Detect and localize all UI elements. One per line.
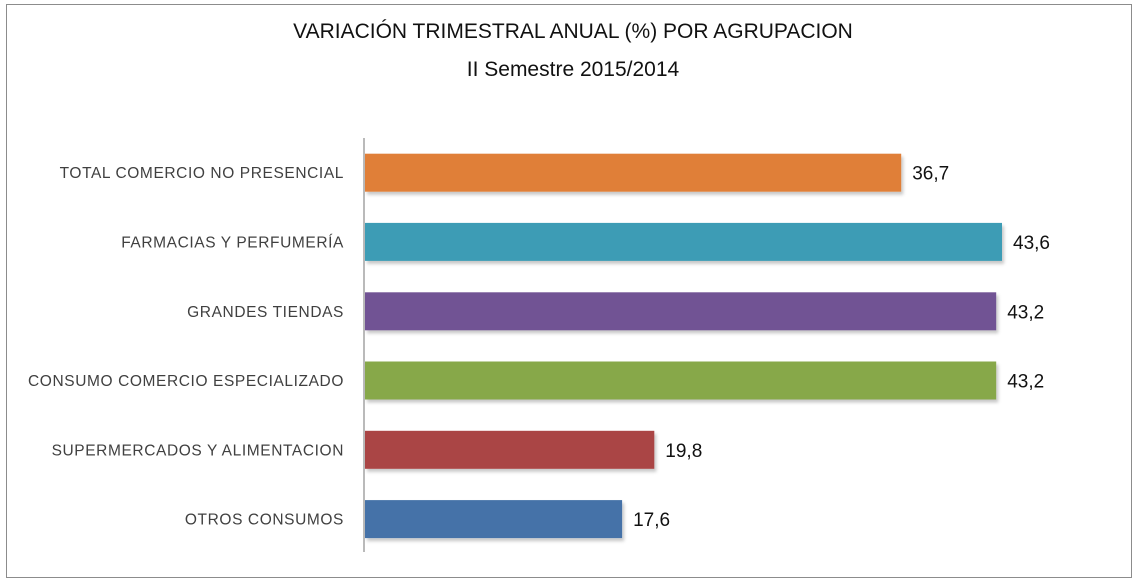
category-label: OTROS CONSUMOS bbox=[185, 512, 344, 529]
category-label: CONSUMO COMERCIO ESPECIALIZADO bbox=[28, 373, 344, 390]
chart-title: VARIACIÓN TRIMESTRAL ANUAL (%) POR AGRUP… bbox=[293, 20, 853, 43]
bar bbox=[365, 153, 902, 192]
data-label: 36,7 bbox=[912, 164, 949, 185]
data-label: 43,6 bbox=[1013, 233, 1050, 254]
category-label: SUPERMERCADOS Y ALIMENTACION bbox=[52, 442, 344, 459]
bar-group: GRANDES TIENDAS 43,2 bbox=[187, 292, 1044, 331]
bar-group: FARMACIAS Y PERFUMERÍA 43,6 bbox=[121, 222, 1050, 261]
data-label: 43,2 bbox=[1007, 372, 1044, 393]
chart-frame bbox=[6, 4, 1132, 578]
bar-group: CONSUMO COMERCIO ESPECIALIZADO 43,2 bbox=[28, 361, 1044, 400]
data-label: 43,2 bbox=[1007, 302, 1044, 323]
bar-group: TOTAL COMERCIO NO PRESENCIAL 36,7 bbox=[60, 153, 949, 192]
bar-group: OTROS CONSUMOS 17,6 bbox=[185, 500, 670, 539]
data-label: 17,6 bbox=[633, 510, 670, 531]
bars-layer: TOTAL COMERCIO NO PRESENCIAL 36,7 FARMACIA… bbox=[28, 153, 1050, 539]
bar bbox=[365, 430, 655, 469]
chart-subtitle: II Semestre 2015/2014 bbox=[466, 58, 680, 81]
category-label: FARMACIAS Y PERFUMERÍA bbox=[121, 234, 344, 251]
bar bbox=[365, 361, 997, 400]
category-label: TOTAL COMERCIO NO PRESENCIAL bbox=[60, 165, 344, 182]
data-label: 19,8 bbox=[665, 441, 702, 462]
bar bbox=[365, 292, 997, 331]
bar bbox=[365, 500, 623, 539]
bar bbox=[365, 222, 1002, 261]
category-label: GRANDES TIENDAS bbox=[187, 304, 344, 321]
bar-group: SUPERMERCADOS Y ALIMENTACION 19,8 bbox=[52, 430, 702, 469]
